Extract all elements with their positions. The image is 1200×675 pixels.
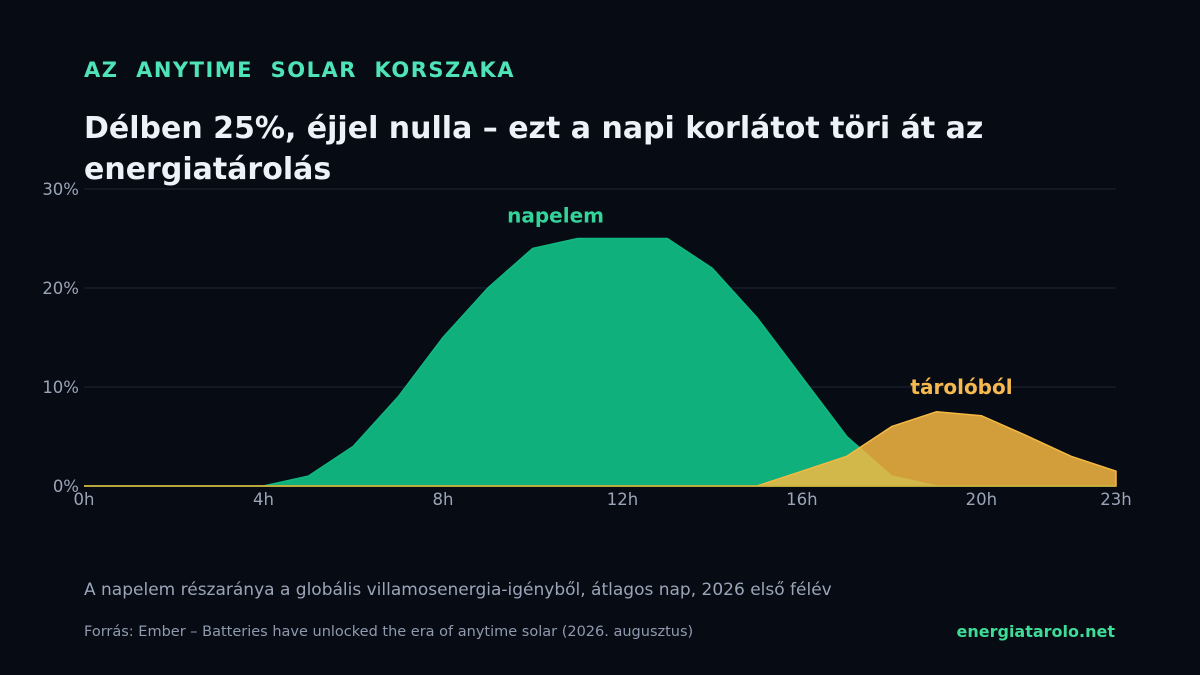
x-tick-label: 20h	[966, 490, 997, 509]
x-tick-label: 8h	[432, 490, 453, 509]
x-tick-label: 16h	[786, 490, 817, 509]
y-tick-label: 20%	[42, 279, 79, 298]
y-tick-label: 0%	[53, 477, 79, 496]
x-tick-label: 12h	[607, 490, 638, 509]
series-label: tárolóból	[910, 375, 1012, 399]
chart-kicker: AZ ANYTIME SOLAR KORSZAKA	[84, 58, 516, 82]
chart-subtitle: A napelem részaránya a globális villamos…	[84, 580, 832, 600]
chart-title: Délben 25%, éjjel nulla – ezt a napi kor…	[84, 111, 984, 187]
x-tick-label: 4h	[253, 490, 274, 509]
y-tick-label: 10%	[42, 378, 79, 397]
series-label: napelem	[507, 204, 604, 228]
x-tick-label: 23h	[1100, 490, 1131, 509]
source-note: Forrás: Ember – Batteries have unlocked …	[84, 624, 694, 640]
y-tick-label: 30%	[42, 180, 79, 199]
x-tick-label: 0h	[74, 490, 95, 509]
brand-link[interactable]: energiatarolo.net	[956, 622, 1116, 641]
